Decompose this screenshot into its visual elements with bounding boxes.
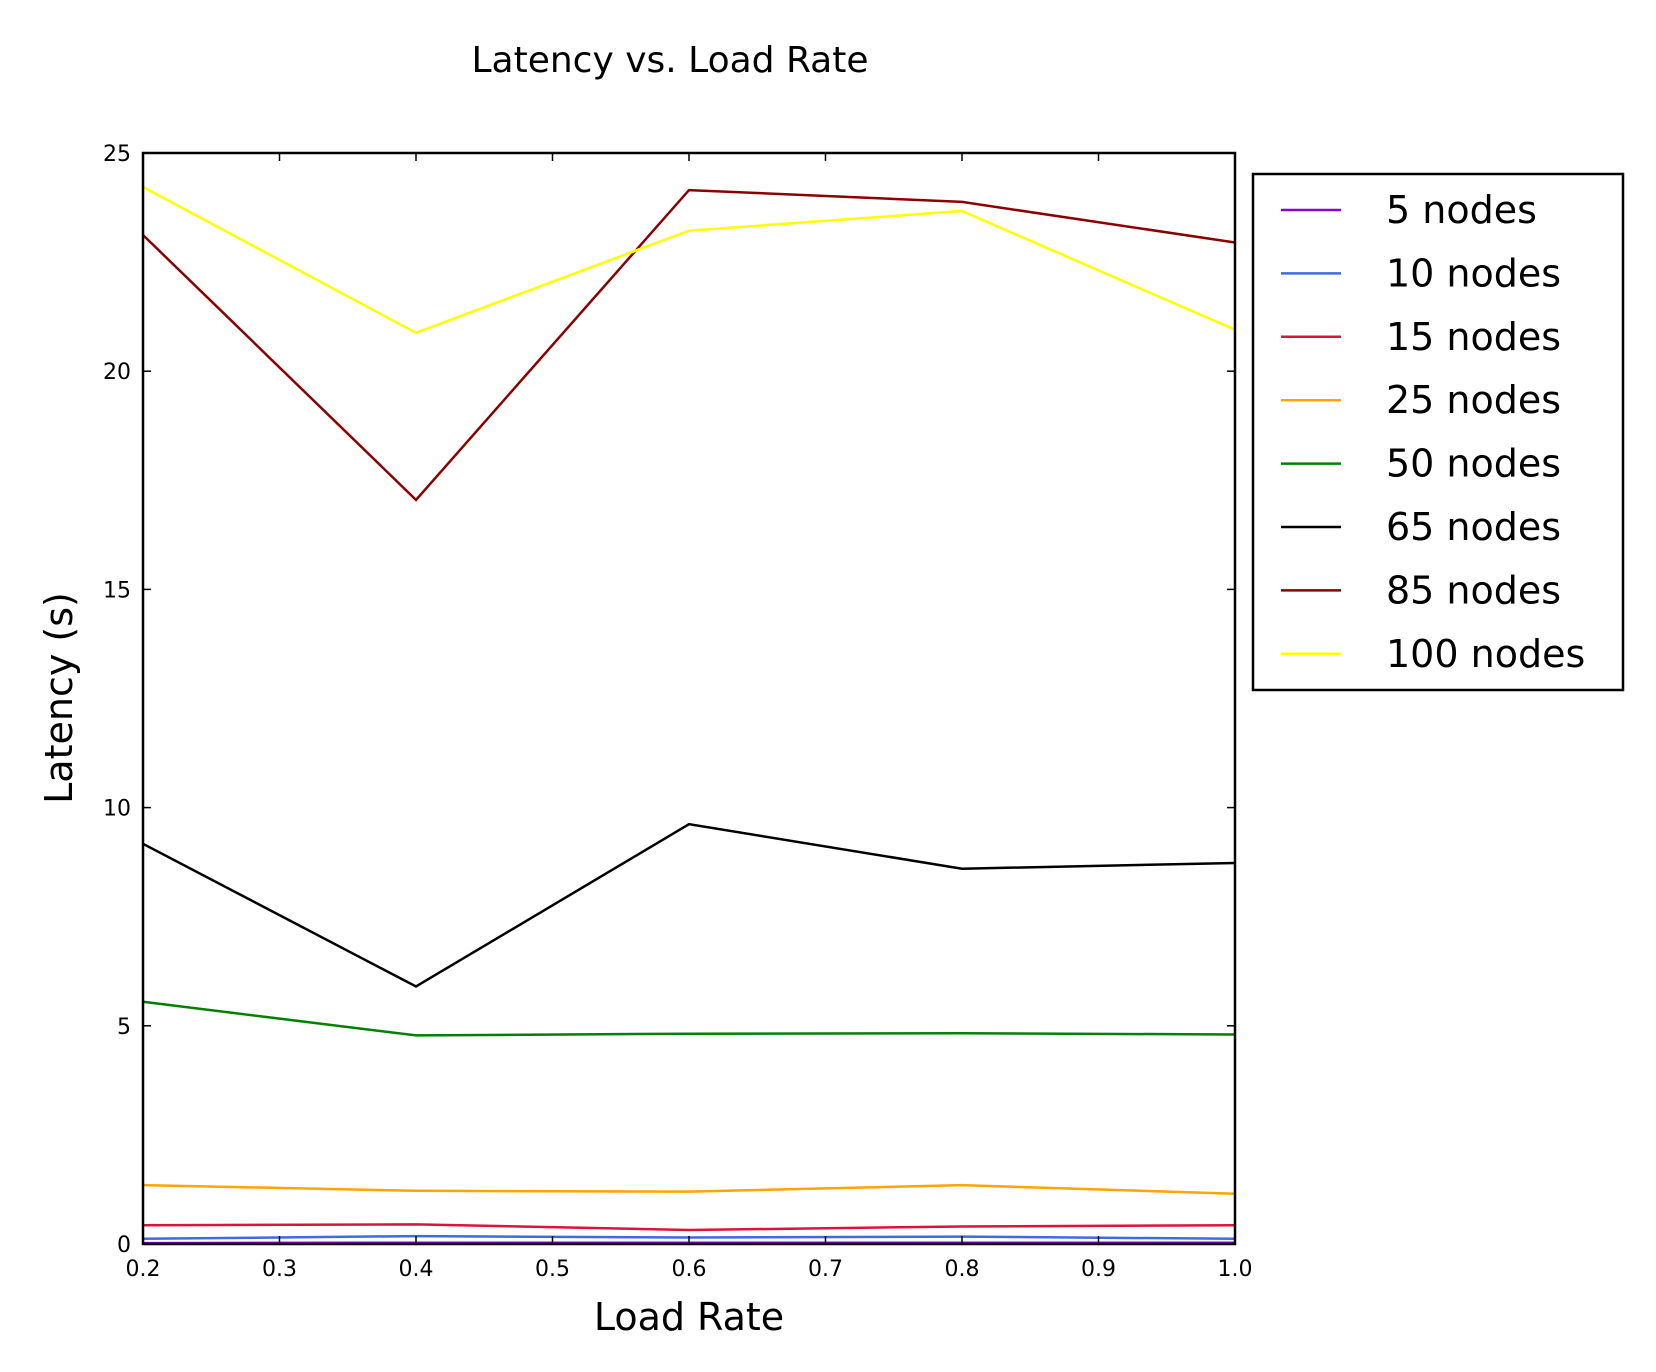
y-tick-label: 5 [117, 1015, 131, 1040]
legend-label: 50 nodes [1386, 442, 1561, 486]
legend-label: 5 nodes [1386, 188, 1537, 232]
legend-item: 65 nodes [1281, 505, 1561, 549]
legend-label: 65 nodes [1386, 505, 1561, 549]
tick-labels-layer: 0.2 0.3 0.4 0.5 0.6 0.7 0.8 0.9 1.0 0 5 10 15 20 25 [103, 142, 1253, 1282]
ticks-layer [142, 152, 1236, 1245]
legend-item: 10 nodes [1281, 251, 1561, 295]
legend-item: 15 nodes [1281, 315, 1561, 359]
y-tick-label: 10 [103, 797, 131, 822]
x-tick-label: 0.2 [126, 1257, 161, 1282]
x-tick-label: 0.6 [672, 1257, 707, 1282]
y-tick-label: 20 [103, 360, 131, 385]
legend-label: 25 nodes [1386, 378, 1561, 422]
legend-label: 100 nodes [1386, 632, 1585, 676]
x-tick-label: 0.4 [399, 1257, 434, 1282]
x-axis-label: Load Rate [594, 1295, 784, 1339]
y-tick-label: 0 [117, 1233, 131, 1258]
series-line-50-nodes [142, 1000, 1236, 1037]
legend-item: 100 nodes [1281, 632, 1585, 676]
legend-label: 15 nodes [1386, 315, 1561, 359]
legend-label: 85 nodes [1386, 568, 1561, 612]
y-tick-label: 25 [103, 142, 131, 167]
legend-label: 10 nodes [1386, 251, 1561, 295]
series-line-15-nodes [142, 1223, 1236, 1232]
series-line-25-nodes [142, 1183, 1236, 1196]
y-tick-label: 15 [103, 578, 131, 603]
legend-item: 50 nodes [1281, 442, 1561, 486]
series-layer [142, 185, 1236, 1245]
x-tick-label: 0.8 [945, 1257, 980, 1282]
x-tick-label: 0.9 [1081, 1257, 1116, 1282]
chart-title: Latency vs. Load Rate [471, 40, 868, 81]
x-tick-label: 0.5 [535, 1257, 570, 1282]
x-tick-label: 0.3 [262, 1257, 297, 1282]
legend: 5 nodes 10 nodes 15 nodes 25 nodes 50 nodes 6… [1251, 172, 1625, 692]
x-tick-label: 1.0 [1218, 1257, 1253, 1282]
series-line-100-nodes [142, 185, 1236, 335]
plot-frame [141, 151, 1237, 1246]
series-line-65-nodes [142, 822, 1236, 988]
legend-box [1251, 172, 1625, 692]
legend-items: 5 nodes 10 nodes 15 nodes 25 nodes 50 nodes 6… [1281, 188, 1585, 676]
legend-item: 5 nodes [1281, 188, 1537, 232]
series-line-85-nodes [142, 188, 1236, 502]
y-axis-label: Latency (s) [37, 592, 81, 804]
x-tick-label: 0.7 [808, 1257, 843, 1282]
legend-item: 85 nodes [1281, 568, 1561, 612]
legend-item: 25 nodes [1281, 378, 1561, 422]
